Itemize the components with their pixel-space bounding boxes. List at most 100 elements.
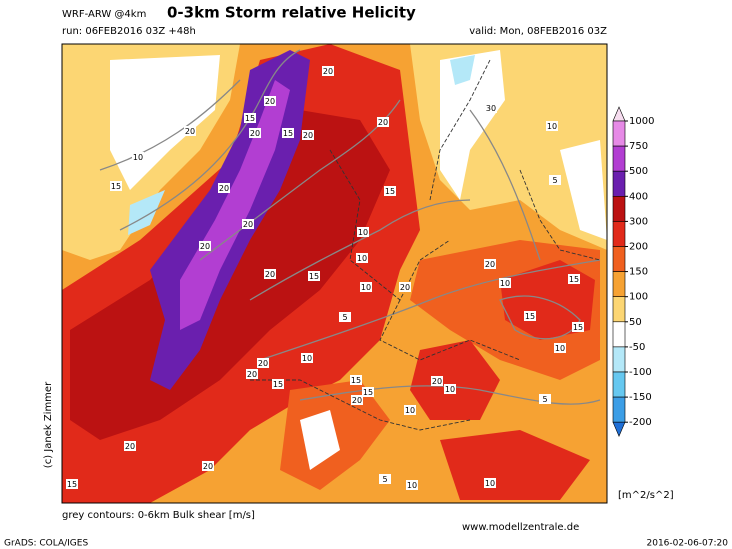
colorbar-cap bbox=[612, 106, 626, 122]
contour-label-text: 10 bbox=[358, 228, 368, 237]
colorbar-bin bbox=[612, 170, 626, 197]
contour-label-text: 10 bbox=[361, 283, 371, 292]
contour-label: 20 bbox=[202, 461, 214, 471]
contour-label-text: 15 bbox=[525, 312, 535, 321]
colorbar-bin bbox=[612, 221, 626, 247]
contour-label-text: 15 bbox=[273, 380, 283, 389]
contour-label-box bbox=[568, 274, 580, 284]
contour-label: 10 bbox=[444, 384, 456, 394]
contour-label-box bbox=[549, 175, 561, 185]
colorbar-bin bbox=[612, 371, 626, 398]
contour-label: 30 bbox=[485, 103, 497, 113]
contour-label: 10 bbox=[484, 478, 496, 488]
contour-label: 20 bbox=[399, 282, 411, 292]
contour-label: 20 bbox=[124, 441, 136, 451]
contour-label: 10 bbox=[546, 121, 558, 131]
contour-label-text: 20 bbox=[243, 220, 253, 229]
colorbar-bin bbox=[612, 321, 626, 348]
contour-label-box bbox=[484, 478, 496, 488]
colorbar-label: 100 bbox=[629, 292, 648, 303]
contour-label: 20 bbox=[242, 219, 254, 229]
colorbar-bin bbox=[612, 145, 626, 172]
contour-label: 10 bbox=[554, 343, 566, 353]
colorbar-label: -100 bbox=[629, 367, 652, 378]
contour-label-box bbox=[485, 103, 497, 113]
contour-label-box bbox=[272, 379, 284, 389]
contour-label: 15 bbox=[308, 271, 320, 281]
contour-label-text: 10 bbox=[405, 406, 415, 415]
contour-label-text: 20 bbox=[378, 118, 388, 127]
colorbar-label: 400 bbox=[629, 191, 648, 202]
contour-label: 15 bbox=[572, 322, 584, 332]
contour-label-text: 10 bbox=[357, 254, 367, 263]
shear-contour bbox=[199, 99, 401, 261]
field-neutral bbox=[560, 140, 607, 240]
field-extreme bbox=[180, 80, 290, 330]
colorbar-unit: [m^2/s^2] bbox=[618, 490, 674, 501]
contour-label-box bbox=[431, 376, 443, 386]
contour-label: 20 bbox=[199, 241, 211, 251]
contour-label-text: 15 bbox=[569, 275, 579, 284]
contour-label-box bbox=[246, 369, 258, 379]
contour-label-text: 5 bbox=[552, 176, 557, 185]
contour-label: 5 bbox=[339, 312, 351, 322]
contour-label: 20 bbox=[351, 395, 363, 405]
contour-label-text: 10 bbox=[555, 344, 565, 353]
run-time: run: 06FEB2016 03Z +48h bbox=[62, 26, 196, 37]
colorbar-label: 1000 bbox=[629, 116, 654, 127]
contour-label-text: 10 bbox=[407, 481, 417, 490]
contour-label: 10 bbox=[360, 282, 372, 292]
contour-label-text: 15 bbox=[573, 323, 583, 332]
contour-label: 15 bbox=[244, 113, 256, 123]
contour-label-box bbox=[249, 128, 261, 138]
shear-contour bbox=[99, 79, 241, 171]
borders bbox=[250, 59, 601, 431]
contour-label-box bbox=[199, 241, 211, 251]
contour-label-text: 15 bbox=[351, 376, 361, 385]
contour-label-box bbox=[282, 128, 294, 138]
contour-label: 20 bbox=[264, 269, 276, 279]
contour-label: 15 bbox=[272, 379, 284, 389]
contour-label-box bbox=[322, 66, 334, 76]
colorbar-bin bbox=[612, 396, 626, 423]
contour-label-text: 15 bbox=[385, 187, 395, 196]
contour-label-box bbox=[484, 259, 496, 269]
contour-label-text: 15 bbox=[111, 182, 121, 191]
contour-label-text: 15 bbox=[245, 114, 255, 123]
contour-label-box bbox=[357, 227, 369, 237]
shear-contour bbox=[499, 295, 581, 340]
colorbar-bin bbox=[612, 246, 626, 272]
contour-label-box bbox=[444, 384, 456, 394]
contour-label: 10 bbox=[357, 227, 369, 237]
contour-label-box bbox=[379, 474, 391, 484]
colorbar: 1000 750 500 400 300 200 150 100 50 -50 -100 -150 -2… bbox=[612, 106, 654, 437]
contour-label: 15 bbox=[524, 311, 536, 321]
contour-label: 20 bbox=[218, 183, 230, 193]
contour-label: 20 bbox=[302, 130, 314, 140]
contour-label-box bbox=[218, 183, 230, 193]
contour-label: 5 bbox=[549, 175, 561, 185]
colorbar-label: 200 bbox=[629, 242, 648, 253]
colorbar-bin bbox=[612, 346, 626, 373]
field-high bbox=[410, 340, 500, 420]
colorbar-label: -200 bbox=[629, 417, 652, 428]
contour-label-box bbox=[264, 269, 276, 279]
contour-label: 20 bbox=[431, 376, 443, 386]
contour-label-text: 20 bbox=[400, 283, 410, 292]
contour-label-text: 5 bbox=[542, 395, 547, 404]
contour-label: 10 bbox=[301, 353, 313, 363]
contour-label-text: 10 bbox=[445, 385, 455, 394]
contour-label-text: 20 bbox=[258, 359, 268, 368]
contour-label: 10 bbox=[132, 152, 144, 162]
contour-label-text: 20 bbox=[203, 462, 213, 471]
contour-label-text: 15 bbox=[283, 129, 293, 138]
contour-label-text: 20 bbox=[432, 377, 442, 386]
contour-label-box bbox=[132, 152, 144, 162]
contour-label-box bbox=[399, 282, 411, 292]
contour-label-box bbox=[257, 358, 269, 368]
contour-label: 15 bbox=[110, 181, 122, 191]
valid-time: valid: Mon, 08FEB2016 03Z bbox=[469, 26, 607, 37]
